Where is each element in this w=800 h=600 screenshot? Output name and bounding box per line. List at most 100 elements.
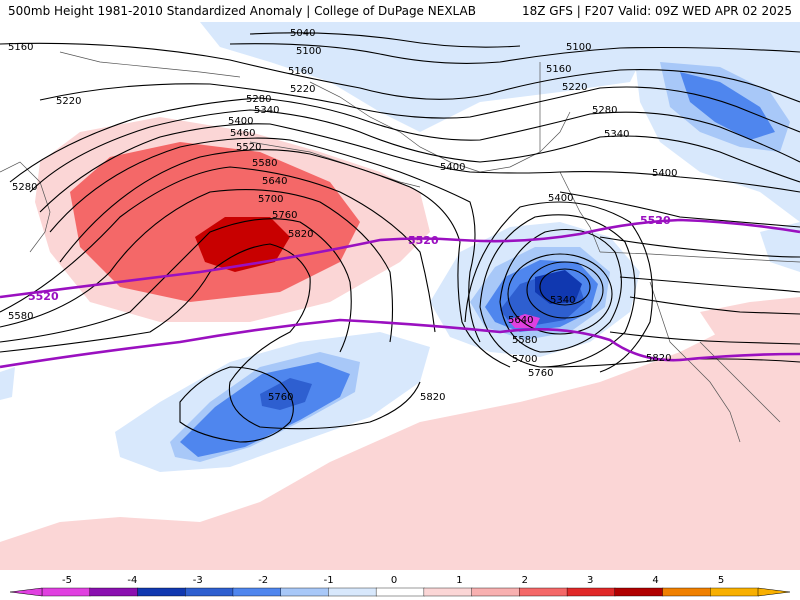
contour-line-5580 — [0, 166, 436, 333]
model-run-info: 18Z GFS | F207 Valid: 09Z WED APR 02 202… — [521, 4, 792, 18]
map-header: 500mb Height 1981-2010 Standardized Anom… — [0, 0, 800, 22]
contour-line-5400 — [39, 123, 800, 213]
contour-line-5160 — [0, 42, 800, 103]
map-title: 500mb Height 1981-2010 Standardized Anom… — [8, 4, 476, 18]
colorbar-segment — [662, 587, 711, 597]
colorbar-segment — [471, 587, 521, 597]
contour-label-5580-north: 5580 — [252, 158, 277, 169]
contour-label-5400-mid: 5400 — [440, 162, 465, 173]
contour-label-5100-east: 5100 — [566, 42, 591, 53]
contour-label-5700-north: 5700 — [258, 194, 283, 205]
contour-label-5220-west: 5220 — [56, 96, 81, 107]
colorbar-tick-labels: -5 -4 -3 -2 -1 0 1 2 3 4 5 — [62, 575, 724, 586]
anomaly-map[interactable]: 5040 5100 5100 5160 5160 5160 5220 5220 … — [0, 22, 800, 570]
contour-line-5700 — [0, 218, 352, 353]
anomaly-region-pos1-southeast — [700, 297, 800, 342]
contour-label-5340-east: 5340 — [604, 129, 629, 140]
colorbar-tick-label: 3 — [587, 575, 593, 586]
colorbar-tick-label: 4 — [652, 575, 658, 586]
contour-line-5100 — [229, 43, 800, 64]
low-contour-6 — [464, 201, 654, 373]
height-contours — [0, 32, 800, 443]
contour-line-5040 — [249, 32, 521, 48]
contour-label-5160-mid: 5160 — [288, 66, 313, 77]
colorbar-segment — [519, 587, 568, 597]
colorbar-tick-label: 2 — [522, 575, 528, 586]
contour-line-5820 — [179, 366, 294, 443]
colorbar-segment — [137, 587, 186, 597]
anomaly-region-neg1-east — [760, 222, 800, 272]
coastline-west-us — [649, 281, 741, 443]
contour-label-5460: 5460 — [230, 128, 255, 139]
contour-label-5220-mid: 5220 — [290, 84, 315, 95]
negative-anomaly-shading — [0, 22, 800, 472]
contour-line-5520-black — [59, 149, 511, 368]
contour-east-5460 — [599, 236, 800, 258]
contour-label-5280-west: 5280 — [12, 182, 37, 193]
colorbar-right-arrow-icon — [757, 587, 791, 597]
contour-label-5820-east: 5820 — [646, 353, 671, 364]
colorbar-segment — [710, 587, 759, 597]
contour-line-5340 — [29, 109, 800, 193]
contour-labels: 5040 5100 5100 5160 5160 5160 5220 5220 … — [8, 28, 677, 403]
anomaly-region-neg3-northeast — [680, 72, 775, 140]
anomaly-region-neg1-north — [200, 22, 650, 132]
colorbar-tick-label: -2 — [258, 575, 268, 586]
contour-label-5580-low: 5580 — [512, 335, 537, 346]
low-contour-2 — [526, 261, 604, 319]
map-canvas: 5040 5100 5100 5160 5160 5160 5220 5220 … — [0, 22, 800, 570]
colorbar-tick-label: 1 — [456, 575, 462, 586]
contour-label-5820-north: 5820 — [288, 229, 313, 240]
anomaly-region-neg6-low — [508, 314, 540, 328]
coastline-kamchatka — [0, 161, 51, 253]
contour-label-5100-west: 5100 — [296, 46, 321, 57]
positive-anomaly-shading — [0, 117, 800, 570]
colorbar-segment — [614, 587, 664, 597]
colorbar-tick-label: -3 — [193, 575, 203, 586]
anomaly-region-neg4-southwest — [260, 378, 312, 410]
colorbar-left-arrow-icon — [9, 587, 43, 597]
highlight-label-mid: 5520 — [408, 234, 439, 247]
contour-label-5340-mid: 5340 — [254, 105, 279, 116]
border-canada-us — [599, 251, 800, 263]
contour-label-5760-north: 5760 — [272, 210, 297, 221]
colorbar-tick-label: -1 — [324, 575, 334, 586]
contour-label-5820-south: 5820 — [420, 392, 445, 403]
contour-line-5460 — [49, 137, 481, 343]
anomaly-region-neg1-west — [0, 367, 15, 400]
anomaly-region-pos2-north-pacific — [70, 142, 360, 302]
contour-line-5220 — [39, 83, 800, 133]
low-contour-1 — [539, 268, 591, 306]
anomaly-region-neg5-low — [535, 270, 582, 304]
colorbar-segment — [89, 587, 139, 597]
contour-east-5640 — [629, 296, 800, 315]
contour-label-5400-west: 5400 — [228, 116, 253, 127]
contour-label-5280-mid: 5280 — [246, 94, 271, 105]
low-contour-3 — [507, 253, 613, 335]
highlight-label-east: 5520 — [640, 214, 671, 227]
contour-label-5040: 5040 — [290, 28, 315, 39]
colorbar-segment — [375, 587, 425, 597]
coastline-siberia — [59, 51, 241, 78]
contour-line-5760 — [0, 243, 421, 430]
contour-label-5640-low: 5640 — [508, 315, 533, 326]
coastline-mexico — [699, 341, 781, 423]
contour-label-5760-east: 5760 — [528, 368, 553, 379]
colorbar-tick-label: -5 — [62, 575, 72, 586]
colorbar-tick-label: -4 — [127, 575, 137, 586]
anomaly-region-pos3-north-pacific — [195, 217, 290, 272]
highlight-line-north — [0, 218, 800, 299]
contour-east-5700 — [609, 331, 800, 345]
colorbar-segment — [184, 587, 234, 597]
colorbar-segment — [232, 587, 282, 597]
contour-east-5400 — [559, 191, 800, 228]
contour-label-5640-north: 5640 — [262, 176, 287, 187]
colorbar-tick-label: 0 — [391, 575, 397, 586]
contour-label-5160-west: 5160 — [8, 42, 33, 53]
contour-label-5220-east: 5220 — [562, 82, 587, 93]
contour-label-5580-west: 5580 — [8, 311, 33, 322]
contour-label-5400-east: 5400 — [652, 168, 677, 179]
contour-label-5760-south: 5760 — [268, 392, 293, 403]
contour-label-5280-east: 5280 — [592, 105, 617, 116]
contour-line-5280 — [9, 97, 800, 183]
